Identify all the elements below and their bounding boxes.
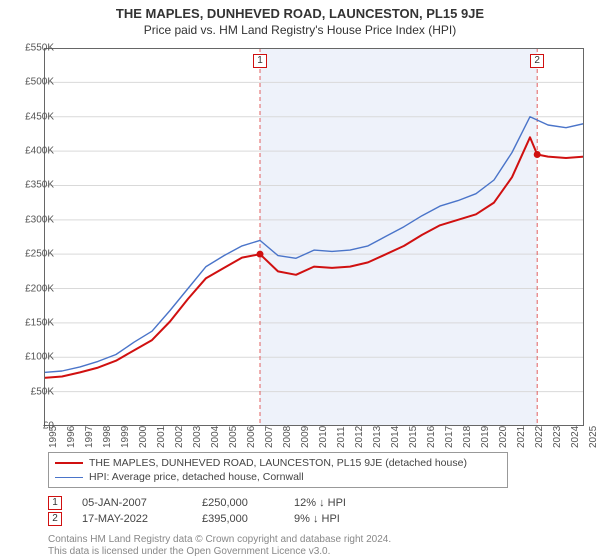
y-tick-label: £350K xyxy=(10,180,54,191)
x-tick-label: 2003 xyxy=(192,426,203,448)
y-tick-label: £500K xyxy=(10,77,54,88)
legend-swatch xyxy=(55,462,83,464)
footnote-line: Contains HM Land Registry data © Crown c… xyxy=(48,534,391,546)
x-tick-label: 2001 xyxy=(156,426,167,448)
legend: THE MAPLES, DUNHEVED ROAD, LAUNCESTON, P… xyxy=(48,452,508,488)
legend-label: HPI: Average price, detached house, Corn… xyxy=(89,471,304,483)
x-tick-label: 1999 xyxy=(120,426,131,448)
legend-row: HPI: Average price, detached house, Corn… xyxy=(55,470,501,484)
x-tick-label: 2021 xyxy=(516,426,527,448)
y-tick-label: £300K xyxy=(10,214,54,225)
x-tick-label: 2017 xyxy=(444,426,455,448)
figure: THE MAPLES, DUNHEVED ROAD, LAUNCESTON, P… xyxy=(0,0,600,560)
x-tick-label: 2023 xyxy=(552,426,563,448)
x-tick-label: 1996 xyxy=(66,426,77,448)
x-tick-label: 2005 xyxy=(228,426,239,448)
legend-label: THE MAPLES, DUNHEVED ROAD, LAUNCESTON, P… xyxy=(89,457,467,469)
x-tick-label: 1998 xyxy=(102,426,113,448)
x-tick-label: 2004 xyxy=(210,426,221,448)
x-tick-label: 1997 xyxy=(84,426,95,448)
x-tick-label: 2012 xyxy=(354,426,365,448)
footnote: Contains HM Land Registry data © Crown c… xyxy=(48,534,391,557)
x-tick-label: 1995 xyxy=(48,426,59,448)
x-tick-label: 2002 xyxy=(174,426,185,448)
x-tick-label: 2010 xyxy=(318,426,329,448)
footnote-line: This data is licensed under the Open Gov… xyxy=(48,546,391,558)
sample-delta: 9% ↓ HPI xyxy=(294,513,384,525)
sample-price: £250,000 xyxy=(202,497,274,509)
sale-marker: 1 xyxy=(48,496,62,510)
x-tick-label: 2007 xyxy=(264,426,275,448)
legend-swatch xyxy=(55,477,83,478)
y-tick-label: £550K xyxy=(10,43,54,54)
chart-subtitle: Price paid vs. HM Land Registry's House … xyxy=(0,21,600,37)
sample-price: £395,000 xyxy=(202,513,274,525)
legend-row: THE MAPLES, DUNHEVED ROAD, LAUNCESTON, P… xyxy=(55,456,501,470)
chart-svg xyxy=(44,48,584,426)
chart-area xyxy=(44,48,584,426)
chart-title: THE MAPLES, DUNHEVED ROAD, LAUNCESTON, P… xyxy=(0,0,600,21)
y-tick-label: £250K xyxy=(10,249,54,260)
sale-marker: 1 xyxy=(253,54,267,68)
sample-date: 17-MAY-2022 xyxy=(82,513,182,525)
y-tick-label: £400K xyxy=(10,146,54,157)
y-tick-label: £450K xyxy=(10,111,54,122)
x-tick-label: 2011 xyxy=(336,426,347,448)
x-tick-label: 2024 xyxy=(570,426,581,448)
x-tick-label: 2018 xyxy=(462,426,473,448)
x-tick-label: 2015 xyxy=(408,426,419,448)
x-tick-label: 2000 xyxy=(138,426,149,448)
sample-delta: 12% ↓ HPI xyxy=(294,497,384,509)
sale-sample-row: 2 17-MAY-2022 £395,000 9% ↓ HPI xyxy=(48,510,384,526)
x-tick-label: 2020 xyxy=(498,426,509,448)
sale-samples: 1 05-JAN-2007 £250,000 12% ↓ HPI 2 17-MAY-202… xyxy=(48,494,384,526)
x-tick-label: 2008 xyxy=(282,426,293,448)
sample-date: 05-JAN-2007 xyxy=(82,497,182,509)
sale-marker: 2 xyxy=(48,512,62,526)
y-tick-label: £50K xyxy=(10,386,54,397)
x-tick-label: 2013 xyxy=(372,426,383,448)
x-tick-label: 2006 xyxy=(246,426,257,448)
sale-marker: 2 xyxy=(530,54,544,68)
sale-sample-row: 1 05-JAN-2007 £250,000 12% ↓ HPI xyxy=(48,494,384,510)
x-tick-label: 2014 xyxy=(390,426,401,448)
x-tick-label: 2016 xyxy=(426,426,437,448)
y-tick-label: £100K xyxy=(10,352,54,363)
x-tick-label: 2022 xyxy=(534,426,545,448)
x-tick-label: 2025 xyxy=(588,426,599,448)
x-tick-label: 2019 xyxy=(480,426,491,448)
y-tick-label: £200K xyxy=(10,283,54,294)
y-tick-label: £150K xyxy=(10,317,54,328)
x-tick-label: 2009 xyxy=(300,426,311,448)
